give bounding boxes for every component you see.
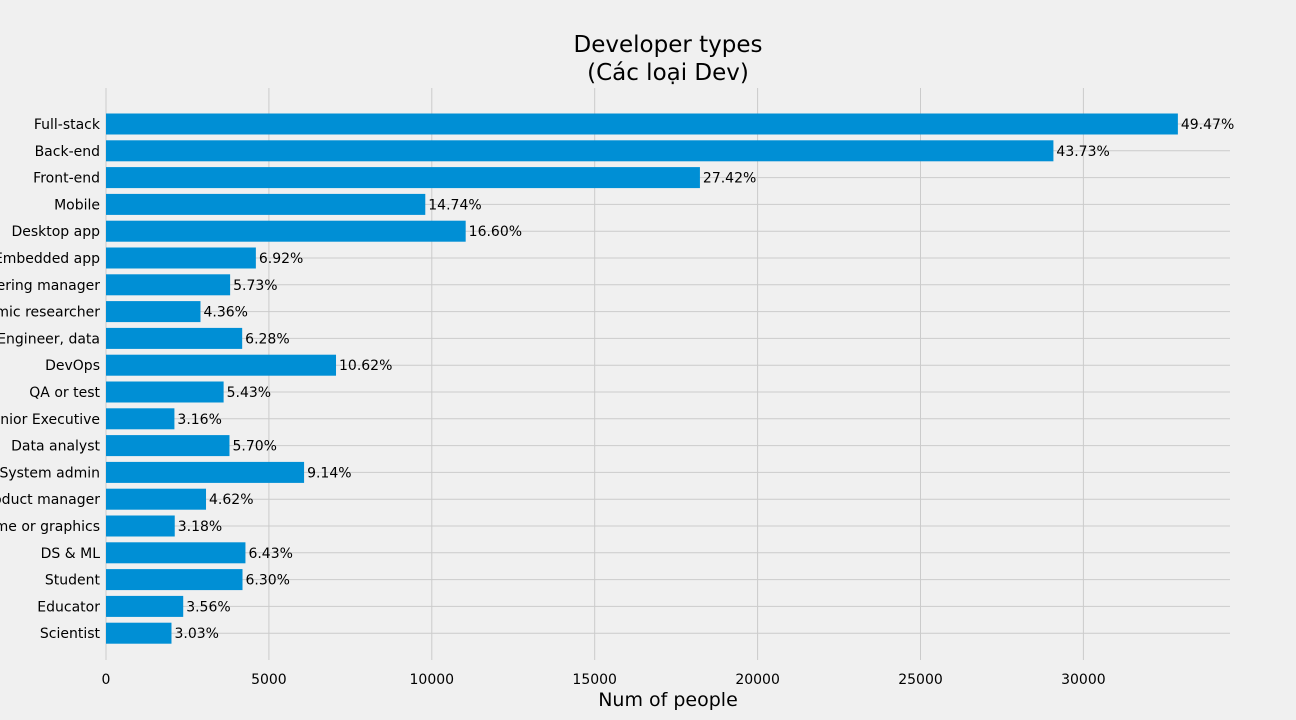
y-tick-label: Engineer, data xyxy=(0,331,100,347)
bar xyxy=(106,113,1178,135)
bar xyxy=(106,488,207,510)
bar-data-label: 5.70% xyxy=(232,439,276,455)
bar-data-label: 6.43% xyxy=(248,546,292,562)
bar xyxy=(106,622,172,644)
bar-data-label: 4.62% xyxy=(209,492,253,508)
bar-data-label: 6.30% xyxy=(246,573,290,589)
x-tick-labels: 0 5000 10000 15000 20000 25000 30000 xyxy=(102,672,1106,688)
chart-title-line-2: (Các loại Dev) xyxy=(587,60,749,86)
x-axis-label: Num of people xyxy=(598,689,738,711)
bar xyxy=(106,301,201,323)
bar-data-label: 3.18% xyxy=(178,519,222,535)
bar xyxy=(106,247,256,269)
bar xyxy=(106,140,1054,162)
y-tick-label: QA or test xyxy=(29,385,100,401)
y-tick-label: DS & ML xyxy=(41,546,101,562)
bar-data-label: 14.74% xyxy=(428,197,481,213)
y-tick-label: Student xyxy=(45,573,101,589)
bar xyxy=(106,515,175,537)
bar xyxy=(106,327,243,349)
y-tick-label: Senior Executive xyxy=(0,412,100,428)
y-tick-label: System admin xyxy=(0,465,100,481)
data-labels: 49.47% 43.73% 27.42% 14.74% 16.60% 6.92% 5.73%… xyxy=(174,117,1234,642)
bar-data-label: 5.43% xyxy=(227,385,271,401)
y-tick-label: Engineering manager xyxy=(0,278,100,294)
x-tick-label: 10000 xyxy=(410,672,455,688)
bar xyxy=(106,435,230,457)
y-tick-label: Data analyst xyxy=(11,439,100,455)
bar xyxy=(106,354,337,376)
bar xyxy=(106,461,305,483)
bar-data-label: 10.62% xyxy=(339,358,392,374)
y-tick-labels: Full-stack Back-end Front-end Mobile Desktop… xyxy=(0,117,101,642)
x-tick-label: 5000 xyxy=(251,672,287,688)
bar-data-label: 3.16% xyxy=(177,412,221,428)
bar xyxy=(106,193,426,215)
bar-data-label: 4.36% xyxy=(203,305,247,321)
bar-data-label: 5.73% xyxy=(233,278,277,294)
bar xyxy=(106,408,175,430)
y-tick-label: Desktop app xyxy=(11,224,100,240)
bars xyxy=(106,113,1178,644)
x-tick-label: 25000 xyxy=(898,672,943,688)
y-tick-label: DevOps xyxy=(45,358,100,374)
bar xyxy=(106,167,700,189)
y-tick-label: Academic researcher xyxy=(0,305,100,321)
y-tick-label: Educator xyxy=(37,599,100,615)
y-tick-label: Front-end xyxy=(33,171,100,187)
y-tick-label: Product manager xyxy=(0,492,100,508)
bar xyxy=(106,220,466,242)
y-tick-label: Full-stack xyxy=(34,117,101,133)
bar xyxy=(106,381,224,403)
bar-data-label: 6.28% xyxy=(245,331,289,347)
bar xyxy=(106,274,231,296)
y-tick-label: Back-end xyxy=(35,144,100,160)
bar-data-label: 9.14% xyxy=(307,465,351,481)
y-tick-label: Scientist xyxy=(40,626,101,642)
bar-data-label: 3.03% xyxy=(174,626,218,642)
bar-data-label: 43.73% xyxy=(1056,144,1109,160)
y-tick-label: Embedded app xyxy=(0,251,100,267)
x-tick-label: 0 xyxy=(102,672,111,688)
bar-data-label: 49.47% xyxy=(1181,117,1234,133)
bar xyxy=(106,595,184,617)
bar-data-label: 6.92% xyxy=(259,251,303,267)
x-tick-label: 15000 xyxy=(572,672,617,688)
bar xyxy=(106,569,243,591)
bar-data-label: 27.42% xyxy=(703,171,756,187)
y-tick-label: Game or graphics xyxy=(0,519,100,535)
bar xyxy=(106,542,246,564)
y-tick-label: Mobile xyxy=(54,197,100,213)
chart-title-line-1: Developer types xyxy=(574,32,763,58)
bar-data-label: 16.60% xyxy=(469,224,522,240)
x-tick-label: 20000 xyxy=(735,672,780,688)
x-tick-label: 30000 xyxy=(1061,672,1106,688)
bar-data-label: 3.56% xyxy=(186,599,230,615)
